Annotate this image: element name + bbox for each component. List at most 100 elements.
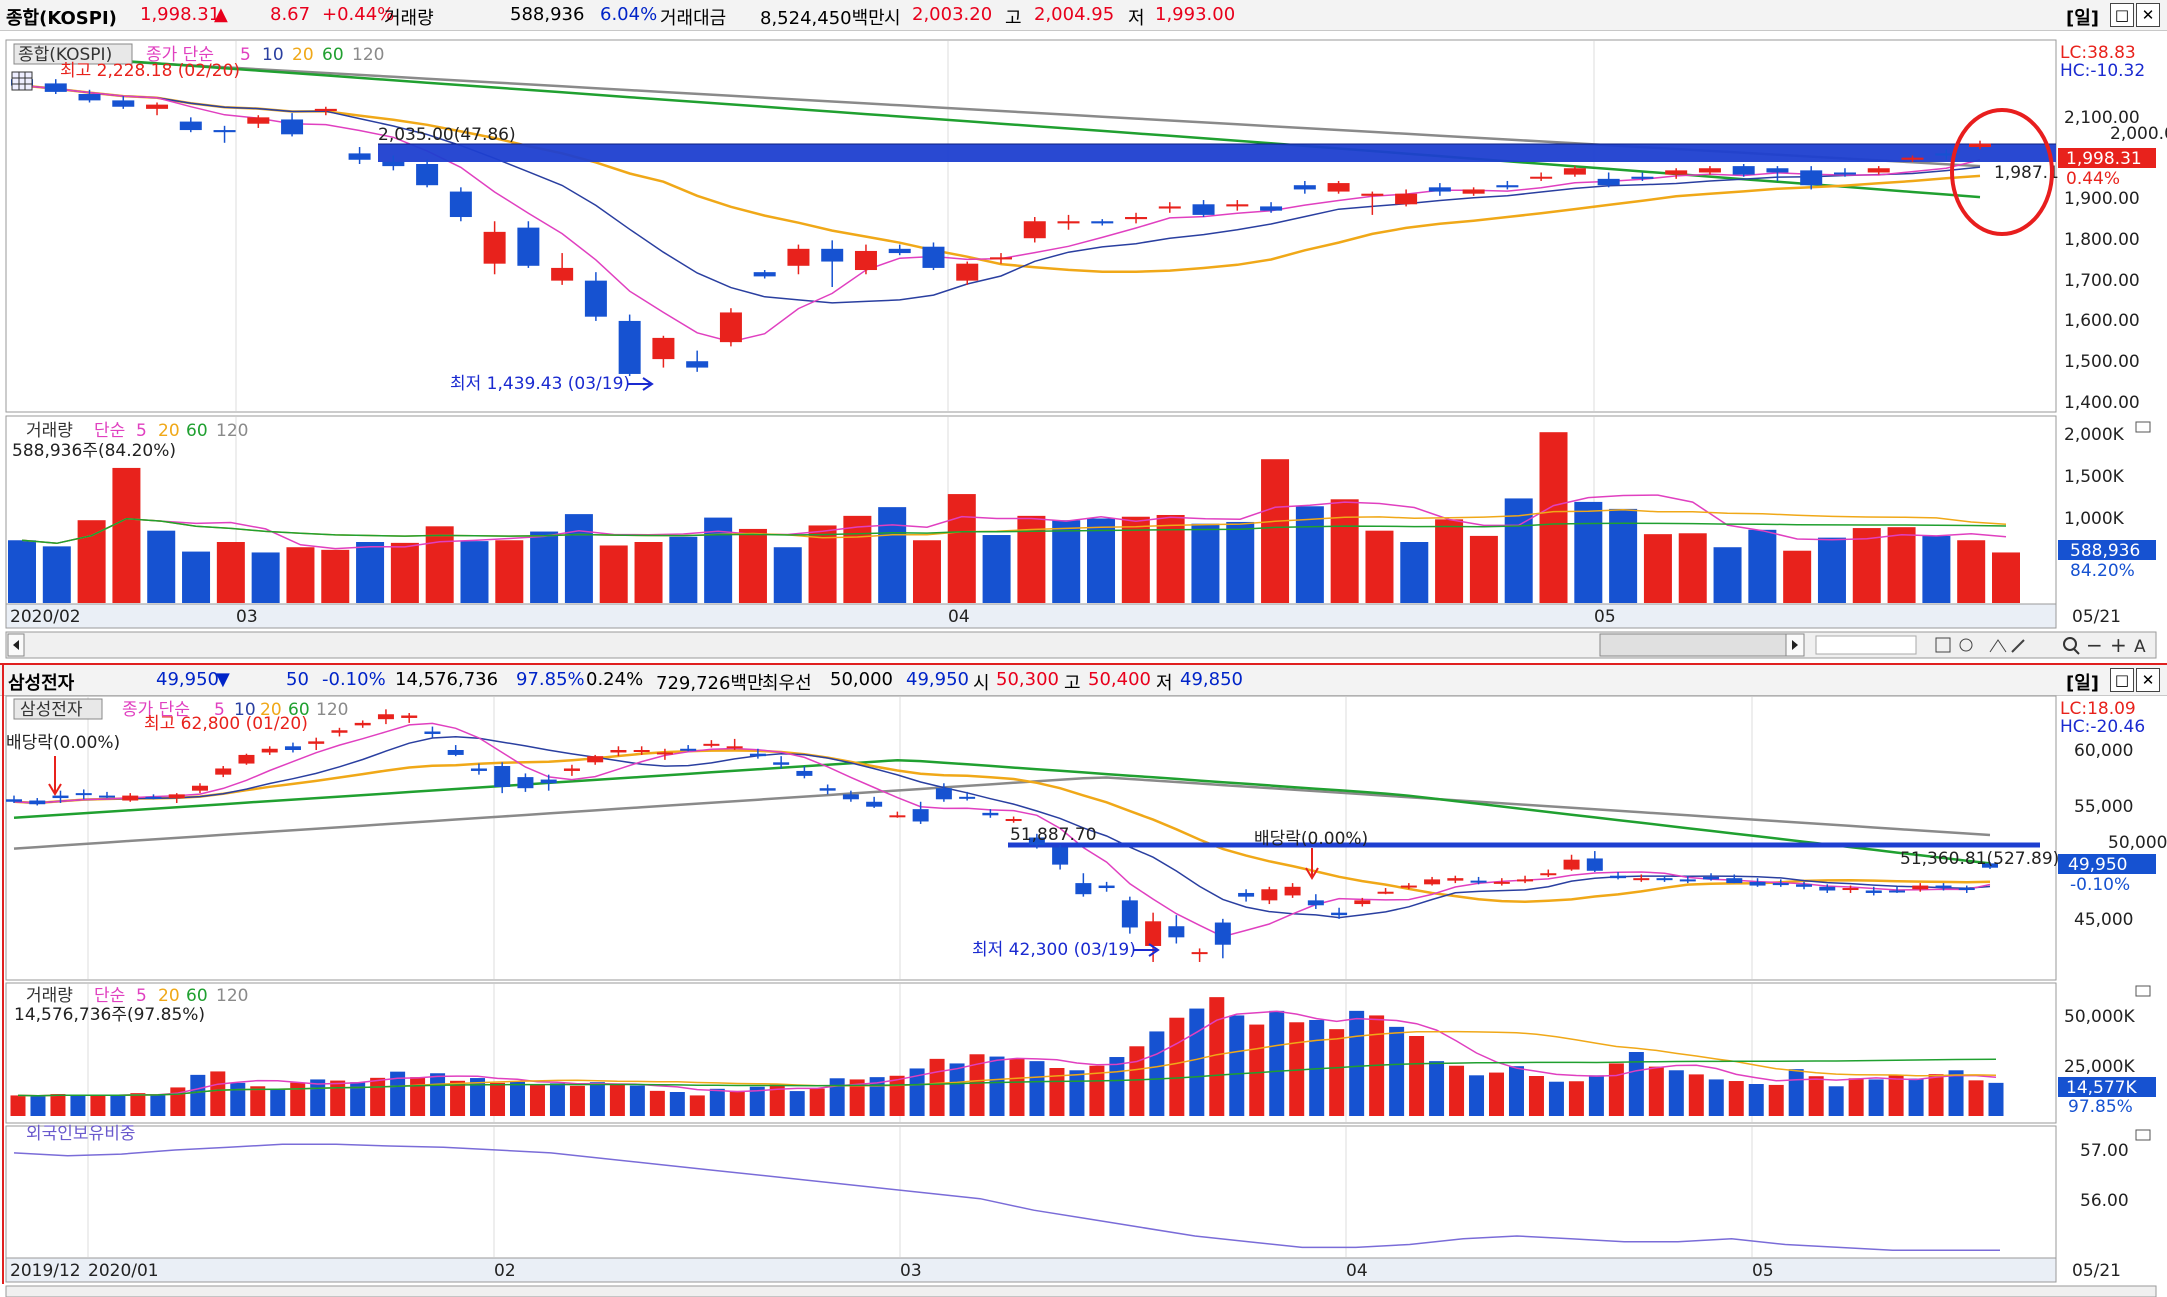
- samsung-candle: [284, 746, 301, 750]
- kospi-candle: [1935, 153, 1958, 156]
- samsung-vol-bar: [749, 1086, 765, 1116]
- kospi-price-tag: 1,998.31: [2066, 149, 2142, 169]
- samsung-candle: [75, 793, 92, 796]
- samsung-vol-bar: [569, 1085, 585, 1116]
- kospi-ma20-line: [21, 84, 1981, 274]
- kospi-settings-icon[interactable]: [11, 71, 33, 91]
- font-size-icon[interactable]: A: [2134, 637, 2146, 657]
- samsung-candle: [1958, 888, 1975, 891]
- samsung-vol-tick-25000: 25,000K: [2064, 1057, 2135, 1077]
- samsung-candle: [1447, 878, 1464, 881]
- samsung-candle: [1679, 879, 1696, 882]
- samsung-candle: [1563, 859, 1580, 870]
- samsung-ma10-line: [13, 735, 1991, 919]
- kospi-ytick-2000: 2,000.00: [2110, 124, 2167, 144]
- samsung-candle: [1331, 912, 1348, 916]
- kospi-legend-ma5: 5: [240, 45, 251, 65]
- samsung-vol-bar: [1149, 1031, 1165, 1116]
- samsung-vol-bar: [1009, 1058, 1025, 1116]
- samsung-vol-bar: [330, 1080, 346, 1116]
- samsung-ma20-line: [13, 749, 1991, 904]
- samsung-candle: [1610, 875, 1627, 879]
- samsung-candle: [959, 796, 976, 799]
- samsung-vol-bar: [1189, 1008, 1205, 1116]
- samsung-vol-bar: [509, 1081, 525, 1116]
- samsung-vol-bar: [1469, 1075, 1485, 1116]
- kospi-vol-bar: [1992, 552, 2020, 603]
- kospi-high-annotation: 최고 2,228.18 (02/20): [60, 61, 240, 81]
- pencil-icon[interactable]: [1989, 639, 2007, 653]
- samsung-legend-ma20: 20: [260, 700, 282, 720]
- samsung-vol-bar: [789, 1091, 805, 1116]
- kospi-vol-bar: [1609, 508, 1638, 603]
- samsung-maximize-button[interactable]: □: [2110, 668, 2134, 692]
- samsung-high-label: 고: [1064, 673, 1081, 694]
- kospi-candle: [382, 161, 405, 167]
- kospi-vol-bar: [216, 542, 245, 603]
- kospi-vol-tick-2000: 2,000K: [2064, 425, 2125, 445]
- zoom-slider[interactable]: [1815, 635, 1917, 655]
- kospi-scrollbar[interactable]: [7, 633, 1805, 657]
- samsung-vol-bar: [809, 1088, 825, 1116]
- samsung-vol-bar: [1768, 1084, 1784, 1116]
- kospi-toolbar[interactable]: − + A: [1815, 633, 2146, 657]
- samsung-51360-annotation: 51,360.81(527.89): [1900, 849, 2059, 869]
- search-icon[interactable]: [2063, 637, 2077, 651]
- samsung-vol-bar: [589, 1082, 605, 1116]
- samsung-period-button[interactable]: [일]: [2066, 673, 2100, 694]
- kospi-vol-bar: [669, 536, 698, 603]
- samsung-candle: [912, 809, 929, 822]
- kospi-ytick-1900: 1,900.00: [2064, 189, 2140, 209]
- kospi-candle: [247, 117, 270, 124]
- zoom-out-icon[interactable]: −: [2086, 633, 2103, 657]
- gear-icon[interactable]: [1959, 638, 1973, 652]
- table-icon[interactable]: [1935, 637, 1951, 653]
- samsung-candle: [331, 730, 348, 733]
- kospi-candle: [1158, 206, 1181, 209]
- samsung-xlabel-2: 02: [494, 1261, 516, 1281]
- samsung-candle: [1772, 883, 1789, 886]
- kospi-vol-bar: [530, 531, 559, 603]
- kospi-change: 8.67: [270, 4, 311, 25]
- samsung-candle: [52, 795, 69, 799]
- samsung-candle: [168, 794, 185, 799]
- kospi-candle: [483, 231, 506, 264]
- samsung-vol-bar: [1429, 1061, 1445, 1116]
- kospi-price: 1,998.31: [140, 4, 221, 25]
- kospi-vol-bar: [982, 535, 1011, 603]
- zoom-in-icon[interactable]: +: [2110, 633, 2127, 657]
- samsung-candle: [1214, 922, 1231, 945]
- kospi-vol-bar: [1922, 535, 1951, 603]
- samsung-vol-bar: [1528, 1076, 1544, 1116]
- samsung-vol-bar: [1169, 1017, 1185, 1116]
- samsung-lc: LC:18.09: [2060, 699, 2136, 719]
- samsung-candle: [982, 812, 999, 816]
- samsung-vol-bar: [1508, 1066, 1524, 1116]
- samsung-candle: [1889, 890, 1906, 893]
- samsung-vol-bar: [70, 1095, 86, 1116]
- samsung-ytick-50000: 50,000: [2108, 833, 2167, 853]
- kospi-candle: [1631, 176, 1654, 179]
- kospi-legend: 종합(KOSPI) 종가 단순 5 10 20 60 120: [13, 43, 384, 65]
- kospi-vol-bar: [460, 541, 489, 603]
- samsung-candle: [1703, 876, 1720, 880]
- samsung-close-button[interactable]: ✕: [2136, 668, 2160, 692]
- kospi-vol-bar: [1469, 535, 1498, 603]
- samsung-candle: [773, 762, 790, 765]
- kospi-vol-bar: [112, 467, 141, 603]
- samsung-candle: [447, 749, 464, 755]
- kospi-close-button[interactable]: ✕: [2136, 3, 2160, 27]
- kospi-vol-legend-20: 20: [158, 421, 180, 441]
- kospi-vol-bar: [1957, 540, 1986, 603]
- kospi-vol-legend-name: 거래량: [26, 421, 73, 441]
- line-tool-icon[interactable]: [2011, 639, 2025, 653]
- kospi-maximize-button[interactable]: □: [2110, 3, 2134, 27]
- samsung-vol-tag: 14,577K: [2066, 1078, 2137, 1098]
- kospi-period-button[interactable]: [일]: [2066, 8, 2100, 29]
- samsung-vol-bar: [1828, 1086, 1844, 1116]
- kospi-volume-ma: [21, 494, 2007, 550]
- samsung-candle: [1586, 858, 1603, 871]
- kospi-candle: [753, 272, 776, 277]
- samsung-vol-bar: [1409, 1036, 1425, 1116]
- samsung-vol-bar: [90, 1095, 106, 1116]
